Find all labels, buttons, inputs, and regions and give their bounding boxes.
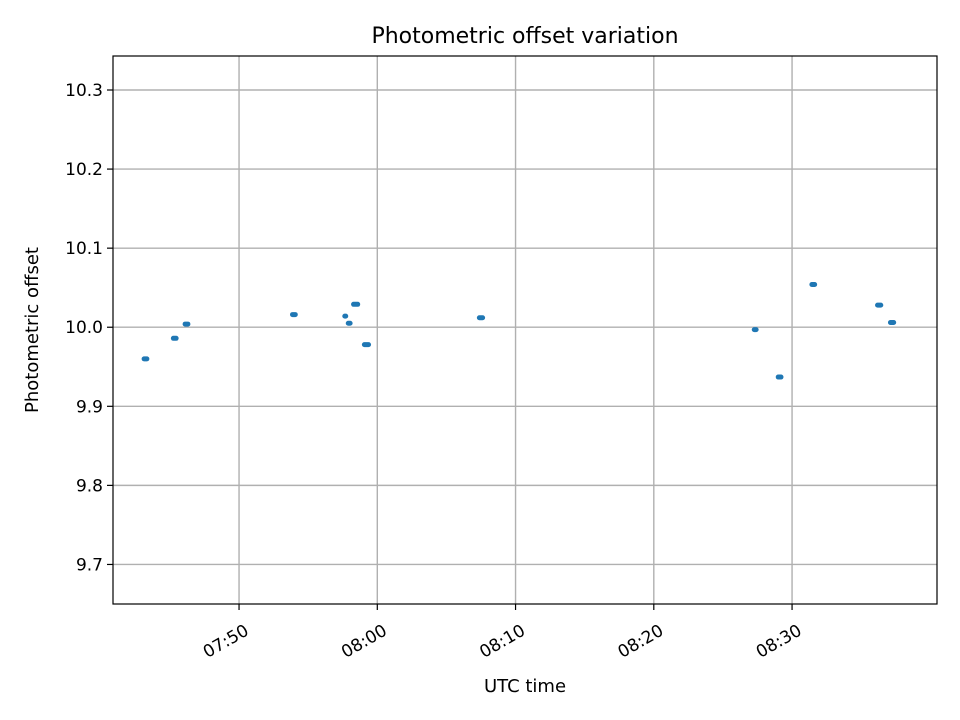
y-axis-ticks: 9.7 9.8 9.9 10.0 10.1 10.2 10.3 bbox=[65, 81, 113, 575]
y-axis-label: Photometric offset bbox=[22, 247, 43, 413]
chart-title: Photometric offset variation bbox=[371, 24, 678, 49]
data-points bbox=[141, 282, 897, 380]
x-tick-label: 07:50 bbox=[200, 621, 252, 663]
y-tick-label: 9.8 bbox=[76, 476, 103, 496]
x-tick-label: 08:30 bbox=[753, 621, 805, 663]
error-bars bbox=[141, 84, 897, 582]
x-axis-ticks: 07:50 08:00 08:10 08:20 08:30 bbox=[200, 604, 805, 663]
y-tick-label: 10.2 bbox=[65, 160, 103, 180]
x-tick-label: 08:00 bbox=[338, 621, 390, 663]
y-tick-label: 10.0 bbox=[65, 318, 103, 338]
y-tick-label: 10.3 bbox=[65, 81, 103, 101]
grid bbox=[113, 56, 937, 604]
y-tick-label: 10.1 bbox=[65, 239, 103, 259]
plot-frame bbox=[112, 55, 938, 605]
y-tick-label: 9.9 bbox=[76, 397, 103, 417]
x-tick-label: 08:10 bbox=[476, 621, 528, 663]
y-tick-label: 9.7 bbox=[76, 555, 103, 575]
x-tick-label: 08:20 bbox=[615, 621, 667, 663]
x-axis-label: UTC time bbox=[484, 676, 566, 697]
